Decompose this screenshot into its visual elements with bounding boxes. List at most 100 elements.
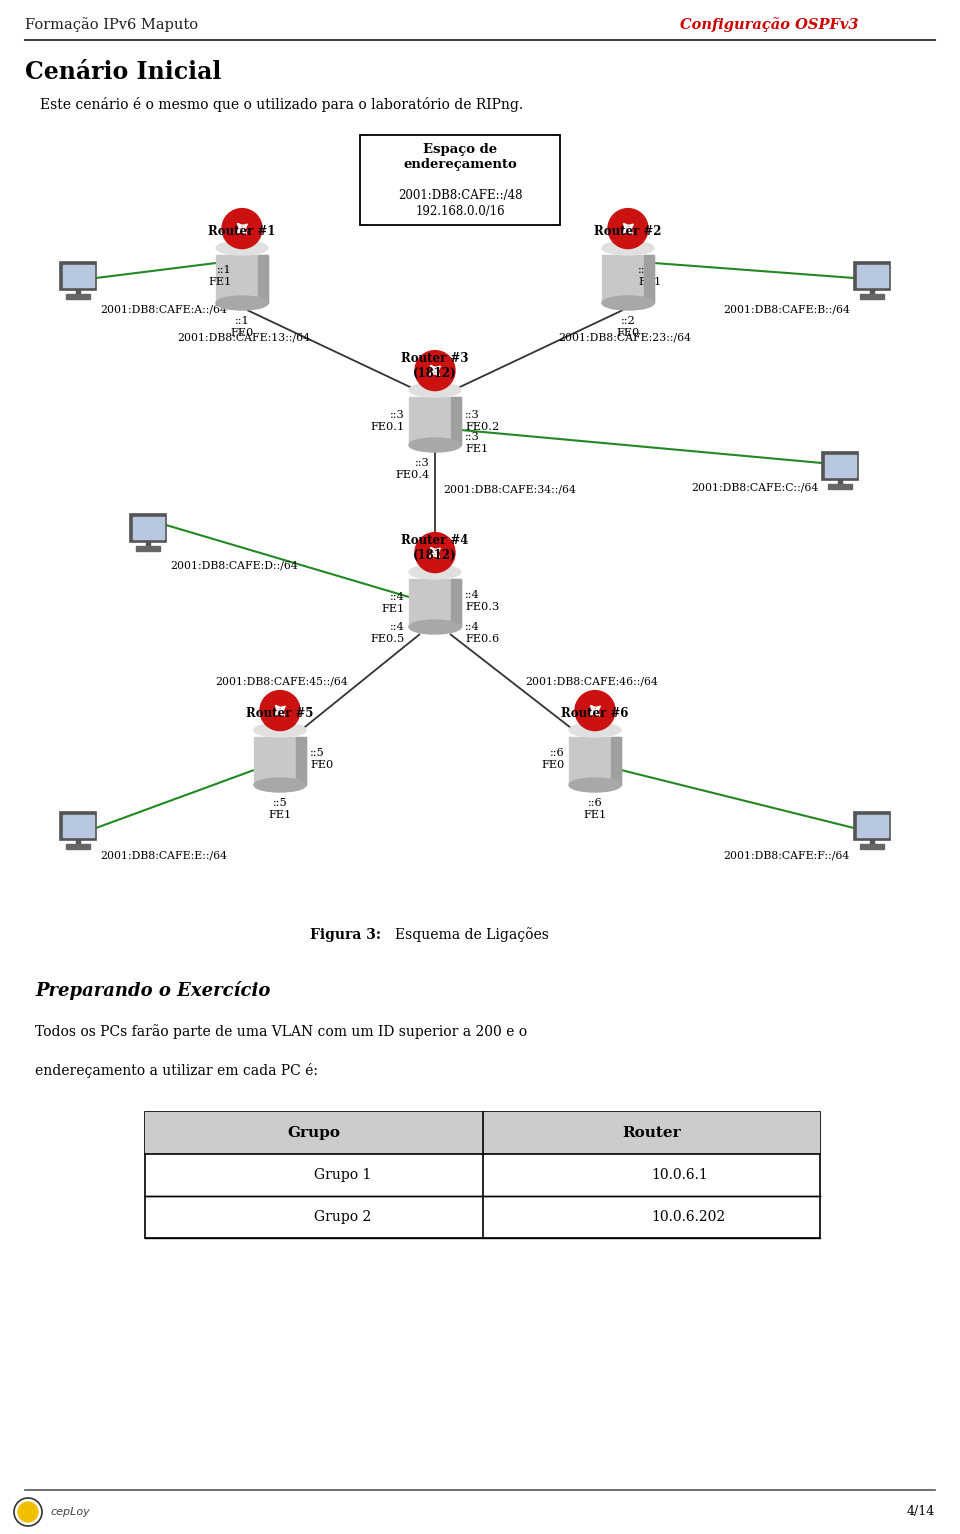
Bar <box>66 844 90 848</box>
Text: ::5
FE1: ::5 FE1 <box>269 798 292 819</box>
Text: ::4
FE0.5: ::4 FE0.5 <box>371 621 405 644</box>
Bar <box>62 265 93 287</box>
Circle shape <box>415 532 455 572</box>
Bar <box>870 288 874 295</box>
Circle shape <box>415 351 455 391</box>
Ellipse shape <box>602 296 654 310</box>
Bar <box>409 578 461 627</box>
Bar <box>854 262 890 290</box>
Text: 4/14: 4/14 <box>907 1505 935 1519</box>
Bar <box>838 479 842 485</box>
Bar <box>822 453 858 480</box>
Text: 2001:DB8:CAFE:46::/64: 2001:DB8:CAFE:46::/64 <box>525 676 658 686</box>
Ellipse shape <box>409 384 461 397</box>
Text: ::1
FE0: ::1 FE0 <box>230 316 253 337</box>
Text: ::6
FE1: ::6 FE1 <box>584 798 607 819</box>
Ellipse shape <box>216 241 268 255</box>
Text: Router #5: Router #5 <box>247 707 314 719</box>
Bar <box>451 578 461 627</box>
Text: ::3
FE0.1: ::3 FE0.1 <box>371 410 405 431</box>
Ellipse shape <box>569 723 621 736</box>
Text: Esquema de Ligações: Esquema de Ligações <box>395 928 549 942</box>
Text: Router #1: Router #1 <box>208 225 276 238</box>
Text: ::5
FE0: ::5 FE0 <box>310 749 333 770</box>
Bar <box>856 265 887 287</box>
Bar <box>216 255 268 304</box>
Text: Preparando o Exercício: Preparando o Exercício <box>35 980 271 1000</box>
FancyBboxPatch shape <box>145 1112 820 1154</box>
Ellipse shape <box>254 778 306 792</box>
Bar <box>611 736 621 785</box>
Text: Grupo 1: Grupo 1 <box>314 1167 372 1183</box>
Text: Configuração OSPFv3: Configuração OSPFv3 <box>680 17 858 32</box>
Bar <box>569 736 621 785</box>
FancyBboxPatch shape <box>360 135 560 225</box>
Bar <box>825 456 855 477</box>
Text: ::3
FE1: ::3 FE1 <box>465 433 489 454</box>
Text: Todos os PCs farão parte de uma VLAN com um ID superior a 200 e o: Todos os PCs farão parte de uma VLAN com… <box>35 1025 527 1040</box>
Bar <box>870 839 874 844</box>
Text: Router: Router <box>622 1126 681 1140</box>
Text: 2001:DB8:CAFE:F::/64: 2001:DB8:CAFE:F::/64 <box>724 851 850 861</box>
Text: 2001:DB8:CAFE::/48: 2001:DB8:CAFE::/48 <box>397 189 522 201</box>
Bar <box>66 295 90 299</box>
Circle shape <box>608 209 648 249</box>
Text: 2001:DB8:CAFE:B::/64: 2001:DB8:CAFE:B::/64 <box>723 305 850 314</box>
Text: Este cenário é o mesmo que o utilizado para o laboratório de RIPng.: Este cenário é o mesmo que o utilizado p… <box>40 98 523 112</box>
Circle shape <box>18 1502 38 1522</box>
Text: Router #6: Router #6 <box>562 707 629 719</box>
Ellipse shape <box>602 241 654 255</box>
Bar <box>296 736 306 785</box>
Bar <box>854 811 890 841</box>
Bar <box>451 397 461 445</box>
Bar <box>62 815 93 838</box>
Ellipse shape <box>409 565 461 578</box>
Text: ::4
FE0.6: ::4 FE0.6 <box>465 621 499 644</box>
Circle shape <box>575 690 615 730</box>
Ellipse shape <box>409 620 461 634</box>
Ellipse shape <box>216 296 268 310</box>
Text: ::4
FE1: ::4 FE1 <box>382 592 405 614</box>
Bar <box>856 815 887 838</box>
Bar <box>132 517 163 538</box>
Text: Formação IPv6 Maputo: Formação IPv6 Maputo <box>25 17 198 32</box>
Text: 2001:DB8:CAFE:E::/64: 2001:DB8:CAFE:E::/64 <box>100 851 227 861</box>
Bar <box>860 295 884 299</box>
Text: ::1
FE1: ::1 FE1 <box>208 265 232 287</box>
Bar <box>60 811 96 841</box>
Text: Figura 3:: Figura 3: <box>310 928 381 942</box>
Text: 2001:DB8:CAFE:A::/64: 2001:DB8:CAFE:A::/64 <box>100 305 227 314</box>
Text: Grupo 2: Grupo 2 <box>314 1210 371 1224</box>
Ellipse shape <box>569 778 621 792</box>
Text: 10.0.6.1: 10.0.6.1 <box>651 1167 708 1183</box>
Bar <box>860 844 884 848</box>
Bar <box>76 288 80 295</box>
Text: ::2
FE0: ::2 FE0 <box>616 316 639 337</box>
Text: 2001:DB8:CAFE:45::/64: 2001:DB8:CAFE:45::/64 <box>215 676 348 686</box>
Text: cepLoy: cepLoy <box>50 1506 89 1517</box>
Text: 192.168.0.0/16: 192.168.0.0/16 <box>415 206 505 218</box>
Circle shape <box>222 209 262 249</box>
Bar <box>136 546 160 551</box>
Text: Router #2: Router #2 <box>594 225 661 238</box>
Text: ::4
FE0.3: ::4 FE0.3 <box>465 591 499 612</box>
Bar <box>146 542 150 546</box>
Bar <box>76 839 80 844</box>
Bar <box>130 514 166 542</box>
Ellipse shape <box>254 723 306 736</box>
Bar <box>409 397 461 445</box>
Text: ::3
FE0.4: ::3 FE0.4 <box>396 459 430 480</box>
Bar <box>254 736 306 785</box>
Bar <box>644 255 654 304</box>
Text: 2001:DB8:CAFE:C::/64: 2001:DB8:CAFE:C::/64 <box>691 483 818 492</box>
Text: Router #4
(1812): Router #4 (1812) <box>401 534 468 561</box>
Bar <box>828 485 852 489</box>
Text: Grupo: Grupo <box>287 1126 340 1140</box>
Text: 2001:DB8:CAFE:13::/64: 2001:DB8:CAFE:13::/64 <box>177 333 310 344</box>
Text: 10.0.6.202: 10.0.6.202 <box>651 1210 726 1224</box>
Bar <box>258 255 268 304</box>
FancyBboxPatch shape <box>145 1112 820 1238</box>
Text: Router #3
(1812): Router #3 (1812) <box>401 351 468 380</box>
Text: endereçamento a utilizar em cada PC é:: endereçamento a utilizar em cada PC é: <box>35 1063 318 1077</box>
Text: Cenário Inicial: Cenário Inicial <box>25 60 222 84</box>
